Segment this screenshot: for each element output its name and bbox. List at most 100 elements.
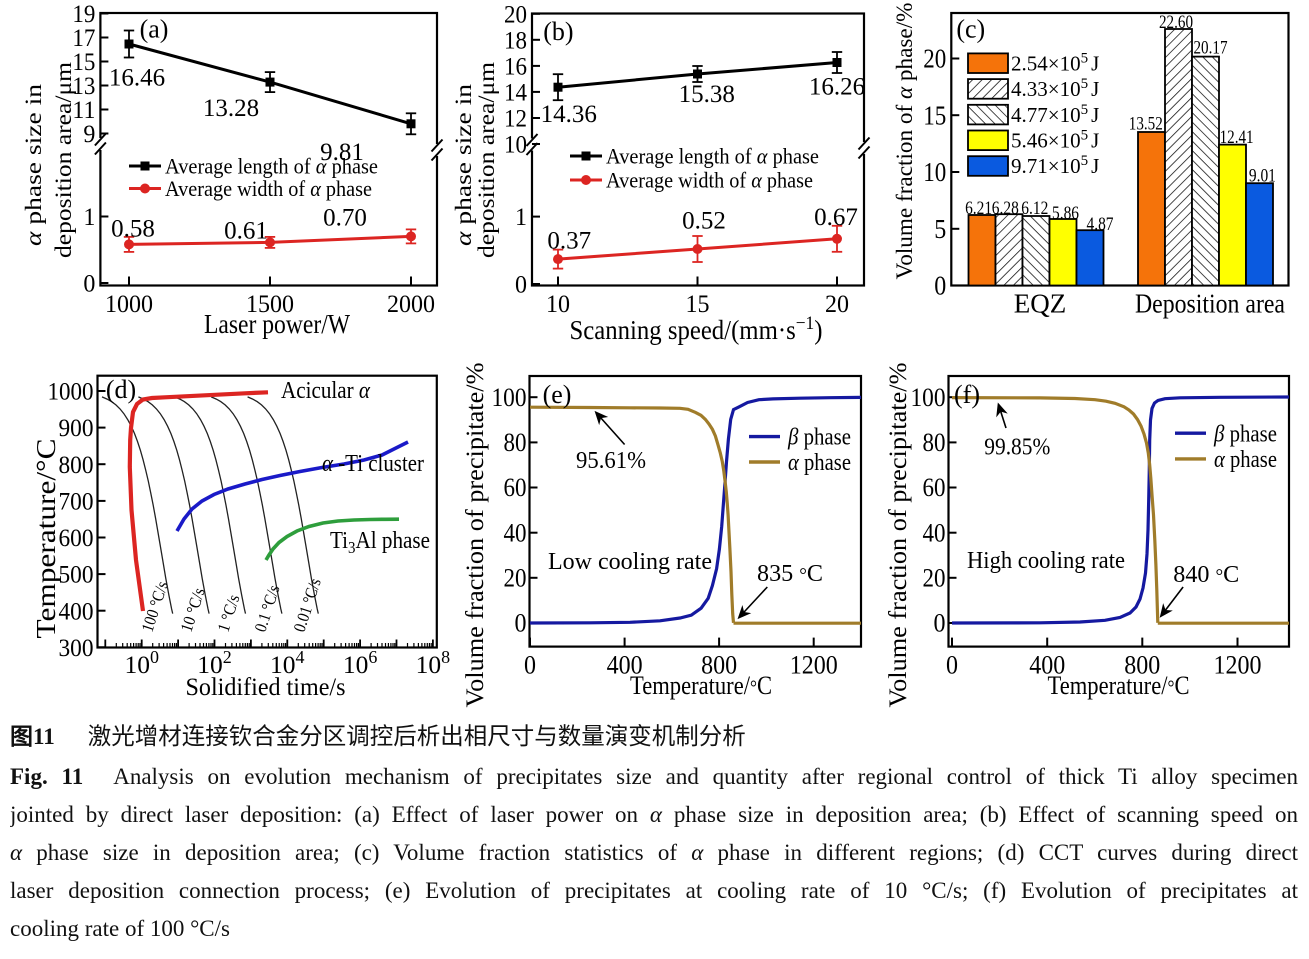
- svg-text:0.67: 0.67: [814, 204, 858, 231]
- svg-text:1 °C/s: 1 °C/s: [214, 592, 244, 634]
- svg-text:0: 0: [934, 609, 946, 638]
- svg-text:0.01 °C/s: 0.01 °C/s: [290, 576, 325, 634]
- svg-text:α phase size in: α phase size in: [21, 84, 47, 246]
- svg-text:0.58: 0.58: [111, 215, 155, 242]
- svg-text:α -Ti cluster: α -Ti cluster: [322, 451, 424, 477]
- svg-text:20: 20: [504, 564, 527, 593]
- svg-text:15: 15: [923, 100, 946, 130]
- svg-text:1000: 1000: [105, 289, 153, 318]
- svg-text:40: 40: [923, 518, 946, 547]
- svg-text:700: 700: [59, 486, 94, 515]
- svg-text:0.70: 0.70: [323, 205, 367, 232]
- svg-text:14: 14: [504, 78, 527, 107]
- svg-text:100: 100: [124, 647, 159, 679]
- svg-text:6.28: 6.28: [992, 198, 1019, 219]
- svg-text:300: 300: [59, 633, 94, 662]
- svg-text:5: 5: [934, 214, 946, 244]
- svg-text:600: 600: [59, 523, 94, 552]
- svg-text:106: 106: [343, 647, 378, 679]
- svg-text:Volume fraction of α phase/%: Volume fraction of α phase/%: [892, 3, 918, 280]
- svg-text:60: 60: [923, 473, 946, 502]
- svg-text:Average width of α phase: Average width of α phase: [606, 168, 813, 193]
- svg-text:11: 11: [72, 95, 95, 124]
- svg-text:Average length of α phase: Average length of α phase: [165, 154, 378, 179]
- svg-text:835 °C: 835 °C: [757, 561, 823, 587]
- svg-text:1500: 1500: [246, 289, 294, 318]
- svg-text:(a): (a): [140, 15, 169, 44]
- svg-text:5.86: 5.86: [1052, 203, 1079, 224]
- svg-text:18: 18: [504, 25, 527, 54]
- svg-text:6.21: 6.21: [965, 198, 992, 219]
- svg-text:0.52: 0.52: [682, 207, 726, 234]
- svg-text:400: 400: [607, 650, 643, 680]
- svg-text:800: 800: [1124, 650, 1160, 680]
- svg-text:1200: 1200: [790, 650, 838, 680]
- svg-text:9.01: 9.01: [1249, 166, 1276, 187]
- svg-text:Acicular α: Acicular α: [281, 378, 370, 404]
- svg-text:19: 19: [72, 0, 95, 28]
- svg-text:16.46: 16.46: [109, 64, 165, 91]
- svg-text:1: 1: [515, 202, 527, 231]
- svg-text:0.61: 0.61: [224, 217, 268, 244]
- svg-text:13.52: 13.52: [1129, 114, 1163, 135]
- svg-text:10 °C/s: 10 °C/s: [177, 586, 209, 635]
- svg-text:0.1 °C/s: 0.1 °C/s: [251, 583, 284, 635]
- svg-text:Average width of α phase: Average width of α phase: [165, 176, 372, 201]
- svg-text:0: 0: [515, 609, 527, 638]
- svg-text:17: 17: [72, 23, 95, 52]
- svg-text:10: 10: [923, 157, 946, 187]
- svg-text:60: 60: [504, 473, 527, 502]
- svg-text:(c): (c): [956, 15, 985, 44]
- svg-text:14.36: 14.36: [541, 101, 597, 128]
- svg-text:(b): (b): [543, 17, 573, 46]
- svg-text:80: 80: [923, 428, 946, 457]
- svg-text:Solidified time/s: Solidified time/s: [186, 674, 346, 701]
- svg-text:Low cooling rate: Low cooling rate: [548, 549, 712, 575]
- svg-text:Ti3Al phase: Ti3Al phase: [330, 528, 430, 557]
- svg-text:9.81: 9.81: [320, 139, 364, 166]
- svg-text:80: 80: [504, 428, 527, 457]
- svg-text:95.61%: 95.61%: [576, 448, 646, 474]
- svg-text:20: 20: [825, 289, 849, 318]
- svg-text:20.17: 20.17: [1194, 38, 1228, 59]
- svg-text:Temperature/°C: Temperature/°C: [31, 439, 61, 639]
- svg-text:0: 0: [83, 269, 95, 298]
- svg-text:99.85%: 99.85%: [984, 435, 1050, 461]
- svg-text:(f): (f): [954, 380, 980, 409]
- svg-text:Deposition area: Deposition area: [1135, 289, 1285, 319]
- svg-text:10: 10: [504, 130, 527, 159]
- svg-text:22.60: 22.60: [1159, 12, 1193, 33]
- svg-text:deposition area/μm: deposition area/μm: [474, 62, 500, 258]
- svg-text:(e): (e): [543, 380, 572, 409]
- svg-text:15.38: 15.38: [679, 81, 735, 108]
- svg-text:Scanning speed/(mm·s−1): Scanning speed/(mm·s−1): [570, 313, 823, 346]
- svg-text:15: 15: [686, 289, 710, 318]
- svg-text:2000: 2000: [387, 289, 435, 318]
- svg-text:400: 400: [1029, 650, 1065, 680]
- svg-text:13: 13: [72, 71, 95, 100]
- svg-text:Average length of α phase: Average length of α phase: [606, 144, 819, 169]
- svg-text:15: 15: [72, 47, 95, 76]
- svg-text:6.12: 6.12: [1021, 198, 1048, 219]
- svg-text:α phase size in: α phase size in: [451, 84, 477, 246]
- svg-text:β phase: β phase: [787, 425, 851, 451]
- svg-text:800: 800: [701, 650, 737, 680]
- svg-text:40: 40: [504, 518, 527, 547]
- svg-text:Laser power/W: Laser power/W: [204, 309, 350, 339]
- svg-text:0.37: 0.37: [547, 228, 591, 255]
- svg-text:Temperature/°C: Temperature/°C: [630, 671, 772, 700]
- svg-text:16.26: 16.26: [809, 74, 865, 101]
- svg-text:EQZ: EQZ: [1014, 289, 1066, 319]
- svg-text:108: 108: [416, 647, 451, 679]
- svg-text:0: 0: [946, 650, 958, 680]
- svg-text:20: 20: [923, 44, 946, 74]
- svg-text:0: 0: [934, 271, 946, 301]
- svg-text:100: 100: [492, 383, 527, 412]
- svg-text:1: 1: [83, 202, 95, 231]
- svg-text:Temperature/°C: Temperature/°C: [1048, 671, 1190, 700]
- svg-text:900: 900: [59, 413, 94, 442]
- svg-text:20: 20: [504, 0, 527, 28]
